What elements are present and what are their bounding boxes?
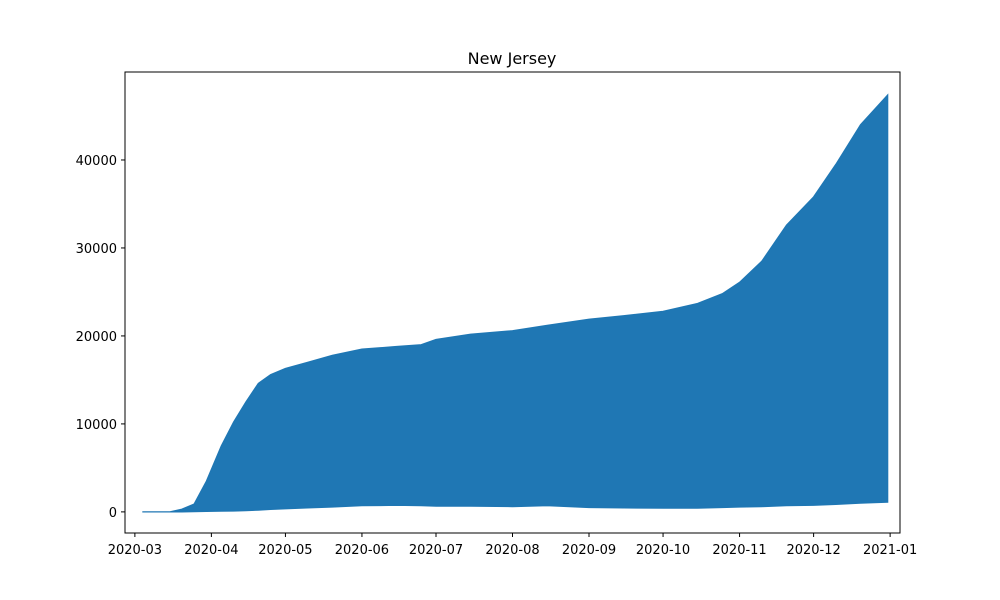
y-tick-label: 40000	[76, 154, 117, 169]
y-tick-label: 0	[109, 506, 117, 521]
x-tick-label: 2020-11	[712, 543, 766, 558]
series-area-0	[142, 93, 889, 513]
x-tick-label: 2021-01	[863, 543, 917, 558]
x-tick-label: 2020-04	[184, 543, 238, 558]
x-tick-label: 2020-10	[636, 543, 690, 558]
x-tick-label: 2020-05	[258, 543, 312, 558]
x-tick-label: 2020-09	[562, 543, 616, 558]
x-axis: 2020-03 2020-04 2020-05 2020-06 2020-07 2020-…	[108, 533, 917, 558]
x-tick-label: 2020-08	[485, 543, 539, 558]
y-tick-label: 20000	[76, 330, 117, 345]
y-tick-label: 10000	[76, 418, 117, 433]
x-tick-label: 2020-06	[335, 543, 389, 558]
x-tick-label: 2020-12	[786, 543, 840, 558]
y-tick-label: 30000	[76, 242, 117, 257]
y-axis: 0 10000 20000 30000 40000	[76, 154, 125, 521]
chart-title: New Jersey	[468, 49, 557, 68]
plot-area	[142, 93, 889, 513]
x-tick-label: 2020-03	[108, 543, 162, 558]
x-tick-label: 2020-07	[409, 543, 463, 558]
